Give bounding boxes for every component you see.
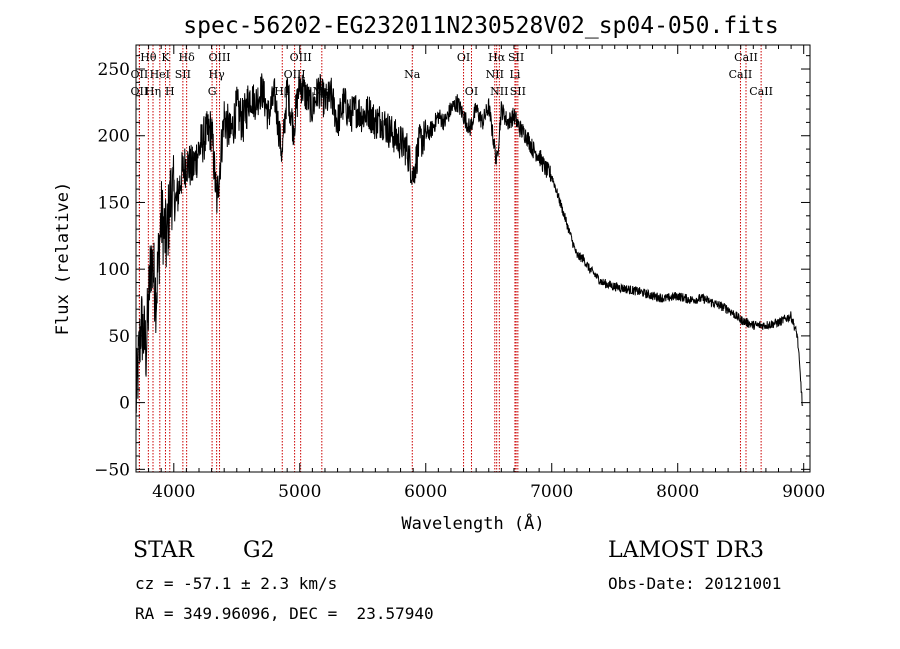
x-tick-label: 6000	[404, 482, 447, 502]
redshift-value: cz = -57.1 ± 2.3 km/s	[135, 574, 338, 593]
line-label: CaII	[729, 68, 753, 81]
line-label: G	[208, 85, 217, 98]
y-tick-label: 200	[98, 127, 130, 147]
spectral-subclass: G2	[243, 538, 275, 563]
line-label: Li	[510, 68, 521, 81]
y-tick-label: 50	[108, 327, 130, 347]
line-label: NII	[490, 85, 508, 98]
line-label: Hδ	[179, 51, 196, 64]
y-tick-label: 150	[98, 193, 130, 213]
line-label: Hη	[145, 85, 161, 98]
line-label: OI	[465, 85, 478, 98]
chart-title: spec-56202-EG232011N230528V02_sp04-050.f…	[183, 13, 778, 39]
line-label: H	[165, 85, 175, 98]
line-label: K	[161, 51, 170, 64]
line-label: NII	[486, 68, 504, 81]
x-tick-label: 4000	[152, 482, 195, 502]
y-tick-label: 250	[98, 60, 130, 80]
survey-name: LAMOST DR3	[608, 538, 764, 563]
line-label: OII	[131, 68, 149, 81]
x-tick-label: 7000	[530, 482, 573, 502]
line-label: HeI	[150, 68, 170, 81]
plot-frame	[135, 44, 811, 473]
y-tick-label: −50	[94, 460, 130, 480]
line-label: CaII	[734, 51, 758, 64]
object-class: STAR	[133, 538, 194, 563]
line-label: Hα	[488, 51, 506, 64]
line-label: Hγ	[209, 68, 226, 81]
line-label: Na	[404, 68, 421, 81]
spectrum-line	[135, 71, 804, 414]
x-tick-label: 5000	[278, 482, 321, 502]
observation-date: Obs-Date: 20121001	[608, 574, 782, 593]
x-tick-label: 8000	[656, 482, 699, 502]
line-label: OII	[131, 85, 149, 98]
line-label: OIII	[290, 51, 312, 64]
line-label: SII	[508, 51, 524, 64]
line-label: OIII	[208, 51, 230, 64]
x-tick-label: 9000	[782, 482, 825, 502]
line-label: SII	[510, 85, 526, 98]
line-label: SII	[175, 68, 191, 81]
line-label: OIII	[284, 68, 306, 81]
y-tick-label: 0	[119, 394, 130, 414]
line-label: Hθ	[140, 51, 157, 64]
line-label: CaII	[749, 85, 773, 98]
y-tick-label: 100	[98, 260, 130, 280]
y-axis-label: Flux (relative)	[53, 182, 73, 336]
x-axis-label: Wavelength (Å)	[401, 512, 544, 534]
line-label: OI	[457, 51, 470, 64]
coordinates: RA = 349.96096, DEC = 23.57940	[135, 604, 434, 623]
